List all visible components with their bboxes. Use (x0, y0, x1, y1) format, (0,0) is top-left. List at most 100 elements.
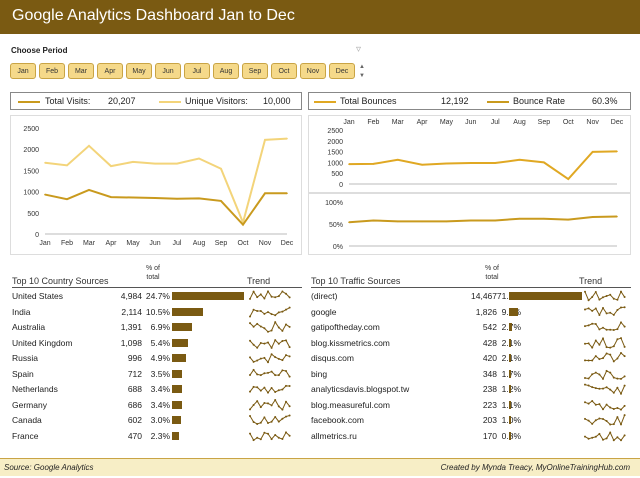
bounce-rate-swatch (487, 101, 509, 103)
series-point (110, 165, 112, 167)
country-row: Canada 602 3.0% (12, 413, 302, 429)
traffic-name: blog.kissmetrics.com (311, 337, 390, 348)
series-point (494, 162, 496, 164)
x-tick-label: May (440, 119, 454, 126)
country-value: 688 (127, 384, 142, 394)
total-visits-label: Total Visits: (45, 96, 91, 106)
y-tick-label: 2500 (23, 126, 39, 133)
country-share-bar (172, 385, 182, 393)
country-pct: 3.5% (150, 368, 170, 379)
traffic-value: 1,826 (475, 306, 497, 317)
traffic-share-bar (509, 323, 512, 331)
unique-visitors-swatch (159, 101, 181, 103)
traffic-name: disqus.com (311, 353, 354, 363)
bounces-chart-panel: 0 500 1000 1500 2000 2500 Jan Feb Mar Apr May Jun Ju… (308, 115, 631, 193)
total-visits-value: 20,207 (108, 96, 136, 106)
x-tick-label: Mar (83, 240, 96, 247)
traffic-row: allmetrics.ru 170 0.8% (311, 429, 631, 445)
country-trend-header: Trend (247, 276, 271, 286)
country-name: Netherlands (12, 384, 58, 394)
traffic-name: google (311, 306, 337, 317)
traffic-name: gatipoftheday.com (311, 322, 380, 332)
traffic-value: 420 (482, 353, 497, 363)
traffic-pct: 71.6% (495, 291, 521, 301)
series-point (494, 219, 496, 222)
y-tick-label: 0% (333, 244, 343, 251)
month-button-aug[interactable]: Aug (213, 63, 239, 79)
series-point (198, 197, 200, 200)
country-trend-sparkline (249, 306, 291, 317)
y-tick-label: 1500 (23, 168, 39, 175)
x-tick-label: Jan (39, 240, 50, 247)
traffic-share-bar (509, 369, 511, 378)
x-tick-label: Jun (465, 119, 476, 126)
country-pct: 3.0% (150, 415, 170, 425)
country-name: France (12, 430, 39, 441)
y-tick-label: 50% (329, 222, 343, 229)
month-button-may[interactable]: May (126, 63, 152, 79)
country-share-bar (172, 292, 244, 300)
series-point (567, 218, 570, 221)
country-value: 1,391 (120, 322, 142, 332)
x-tick-label: Jan (343, 119, 354, 126)
traffic-trend-sparkline (584, 352, 626, 363)
series-point (445, 162, 448, 165)
series-point (591, 216, 594, 218)
month-button-jun[interactable]: Jun (155, 63, 181, 79)
series-point (518, 217, 521, 220)
traffic-trend-sparkline (584, 321, 626, 332)
traffic-pct: 1.2% (501, 384, 521, 394)
bounce-rate-line-chart: 0% 50% 100% (325, 200, 618, 251)
traffic-share-bar (509, 416, 511, 424)
country-row: United Kingdom 1,098 5.4% (12, 336, 302, 352)
country-trend-sparkline (249, 321, 291, 333)
traffic-name: allmetrics.ru (311, 430, 357, 441)
visits-legend: Total Visits: 20,207 Unique Visitors: 10… (10, 92, 302, 110)
series-point (543, 217, 545, 220)
month-button-feb[interactable]: Feb (39, 63, 65, 79)
series-point (176, 162, 178, 165)
x-tick-label: Feb (367, 119, 379, 126)
series-point (518, 159, 521, 161)
y-tick-label: 100% (325, 200, 343, 207)
traffic-pct-header: % of total (479, 264, 505, 282)
month-button-sep[interactable]: Sep (242, 63, 268, 79)
visits-chart-panel: 0 500 1000 1500 2000 2500 Jan Feb Mar Apr May Jun Ju… (10, 115, 302, 255)
bounce-legend: Total Bounces 12,192 Bounce Rate 60.3% (308, 92, 631, 110)
traffic-header-rule (311, 287, 631, 288)
series-point (348, 163, 350, 165)
month-button-nov[interactable]: Nov (300, 63, 326, 79)
month-button-apr[interactable]: Apr (97, 63, 123, 79)
month-button-jan[interactable]: Jan (10, 63, 36, 79)
series-point (132, 196, 134, 199)
traffic-value: 348 (482, 368, 497, 379)
country-value: 1,098 (120, 337, 142, 348)
y-tick-label: 2000 (327, 139, 343, 146)
month-button-dec[interactable]: Dec (329, 63, 355, 79)
country-value: 686 (127, 399, 142, 410)
series-point (396, 220, 399, 223)
series-point (616, 215, 618, 218)
x-tick-label: Apr (417, 119, 429, 126)
traffic-row: analyticsdavis.blogspot.tw 238 1.2% (311, 382, 631, 398)
y-tick-label: 500 (331, 171, 343, 178)
y-tick-label: 2500 (327, 128, 343, 135)
traffic-row: disqus.com 420 2.1% (311, 351, 631, 367)
series-point (543, 161, 545, 164)
series-point (286, 192, 288, 195)
series-point (264, 192, 266, 195)
month-button-oct[interactable]: Oct (271, 63, 297, 79)
bounce-rate-label: Bounce Rate (513, 96, 566, 106)
month-button-jul[interactable]: Jul (184, 63, 210, 79)
slicer-scroll[interactable]: ▲ ▼ (359, 64, 365, 79)
traffic-trend-sparkline (584, 290, 626, 302)
country-pct: 5.4% (150, 337, 170, 348)
country-trend-sparkline (249, 398, 291, 411)
month-button-mar[interactable]: Mar (68, 63, 94, 79)
x-tick-label: May (126, 240, 140, 247)
bounce-rate-value: 60.3% (592, 96, 618, 106)
series-point (470, 219, 472, 222)
traffic-value: 14,467 (471, 291, 497, 301)
clear-filter-icon[interactable]: ▿ (356, 44, 362, 55)
footer-source: Source: Google Analytics (4, 463, 94, 472)
